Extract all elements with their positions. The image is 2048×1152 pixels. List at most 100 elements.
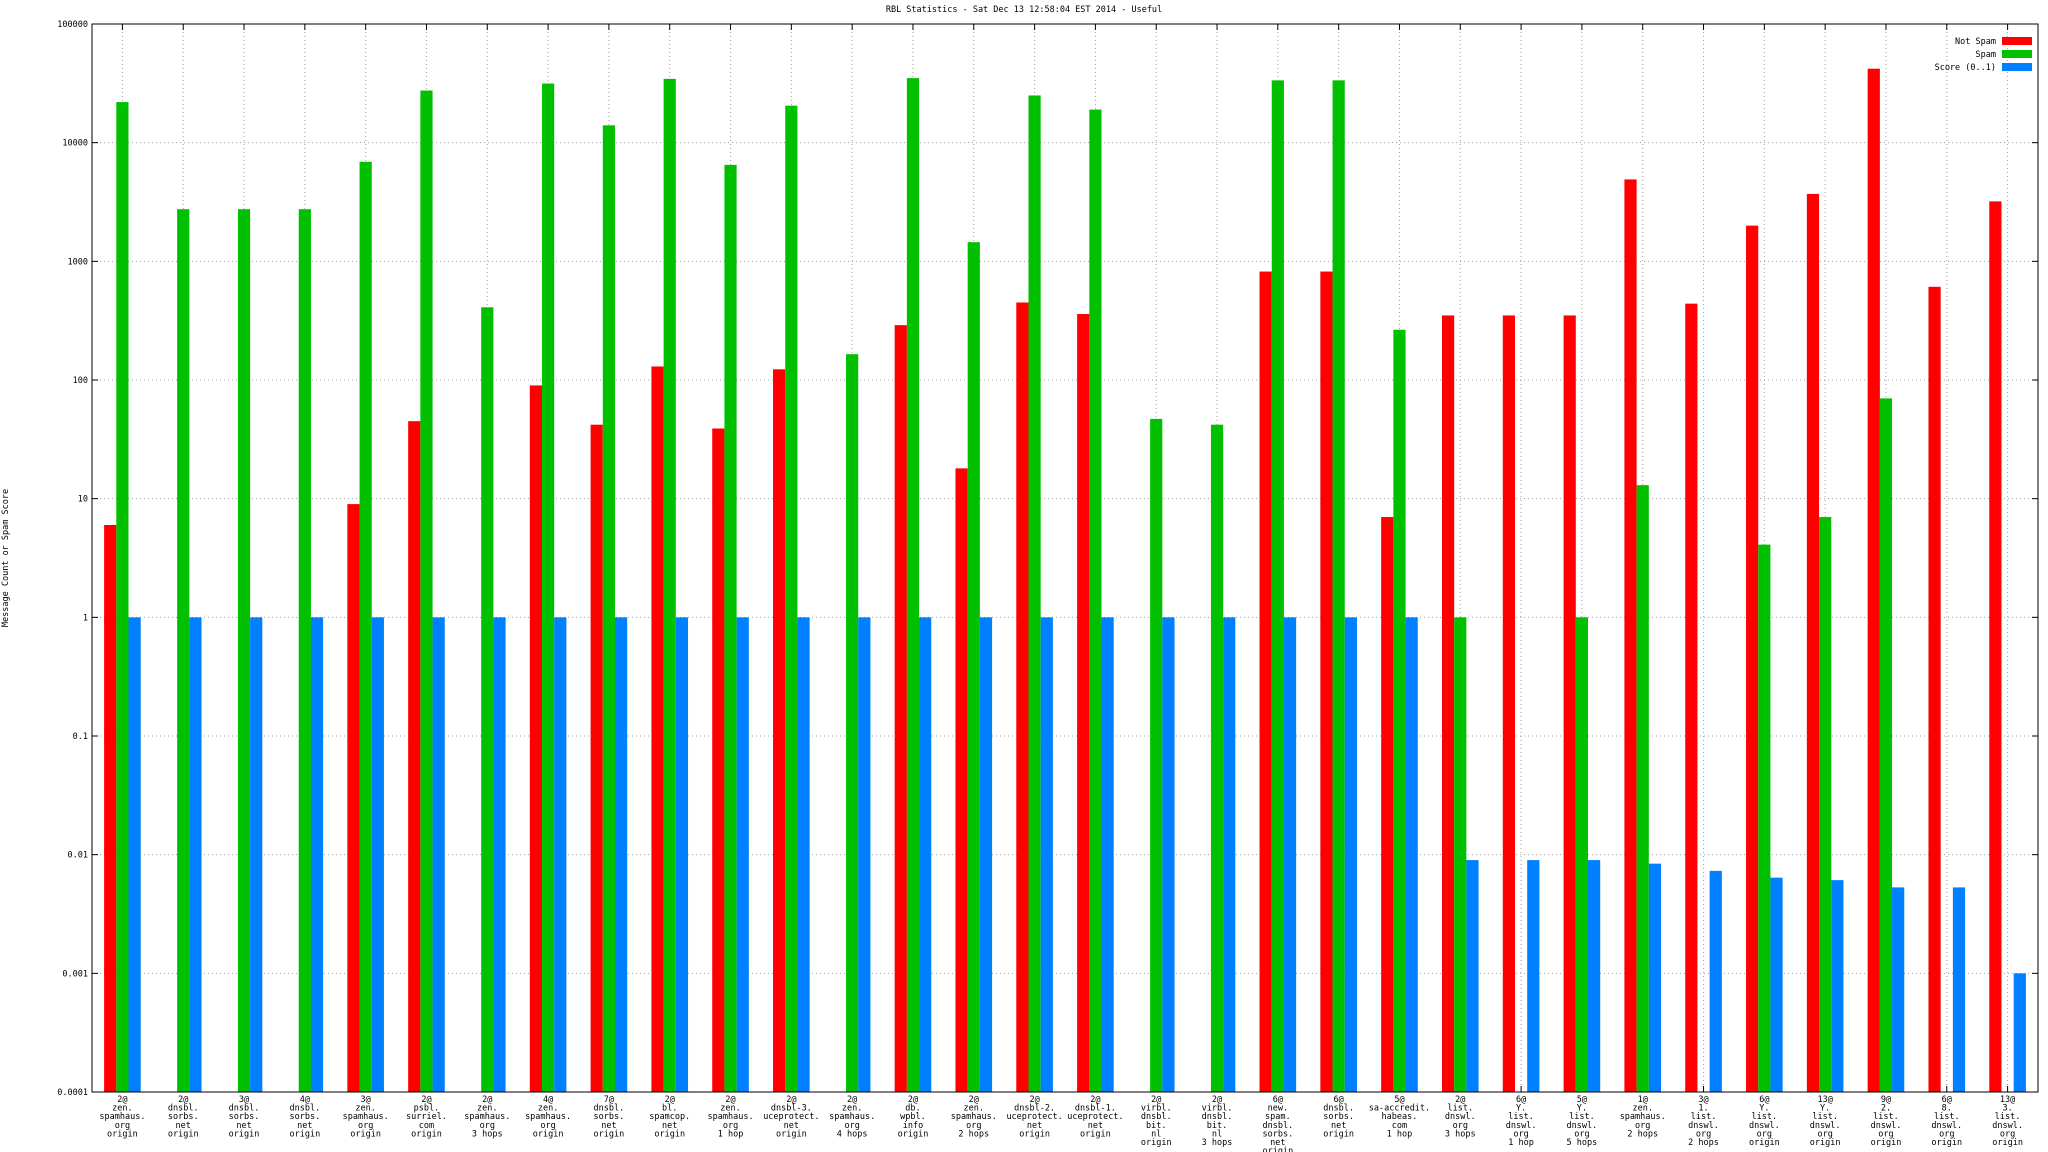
x-tick-label-line: spamhaus. — [708, 1112, 754, 1122]
bar — [1259, 271, 1272, 1092]
x-tick-label-line: origin — [776, 1129, 807, 1139]
bar — [1223, 617, 1236, 1092]
x-tick-label: 3@ 1. list. dnswl. org 2 hops — [1688, 1095, 1719, 1148]
x-tick-label-line: origin — [1992, 1138, 2023, 1148]
x-tick-label: 2@ zen. spamhaus. org 1 hop — [708, 1095, 754, 1139]
bar — [1210, 424, 1224, 1092]
bar — [1271, 80, 1284, 1093]
x-tick-label: 5@ sa-accredit. habeas. com 1 hop — [1369, 1095, 1430, 1139]
bar — [420, 90, 433, 1092]
x-tick-label-line: net — [601, 1121, 616, 1131]
x-tick-label: 2@ db. wpbl. info origin — [898, 1095, 929, 1139]
x-tick-label-line: 9@ — [1881, 1095, 1891, 1105]
x-tick-label-line: dnsbl. — [594, 1104, 625, 1114]
x-tick-label-line: origin — [411, 1129, 442, 1139]
x-tick-label-line: org — [480, 1121, 495, 1131]
x-tick-label-line: uceprotect. — [763, 1112, 819, 1122]
x-tick-label-line: dnsbl. — [1141, 1112, 1172, 1122]
x-tick-label-line: origin — [1871, 1138, 1902, 1148]
bar — [408, 421, 421, 1093]
x-tick-label-line: dnswl. — [1567, 1121, 1598, 1131]
bar — [1502, 315, 1515, 1092]
x-tick-label-line: Y. — [1577, 1104, 1587, 1114]
bar — [541, 83, 555, 1092]
x-tick-label-line: sorbs. — [168, 1112, 199, 1122]
bar — [128, 617, 141, 1092]
bar — [310, 617, 324, 1092]
bar — [1831, 880, 1844, 1092]
bar — [1454, 617, 1467, 1092]
x-tick-label-line: dnswl. — [1445, 1112, 1476, 1122]
bar — [773, 369, 786, 1092]
x-tick-label-line: 13@ — [1817, 1095, 1832, 1105]
bar — [250, 617, 263, 1092]
x-tick-label-line: net — [236, 1121, 251, 1131]
x-tick-label-line: org — [1878, 1129, 1893, 1139]
x-tick-label-line: org — [1574, 1129, 1589, 1139]
bar — [1989, 201, 2002, 1093]
x-tick-label-line: zen. — [355, 1104, 375, 1114]
x-tick-label-line: dnswl. — [1871, 1121, 1902, 1131]
x-tick-label-line: dnsbl. — [289, 1104, 320, 1114]
x-tick-label-line: org — [1817, 1129, 1832, 1139]
x-tick-label: 6@ Y. list. dnswl. org origin — [1749, 1095, 1780, 1148]
x-tick-label-line: 2@ — [1212, 1095, 1222, 1105]
x-tick-label-line: 6@ — [1516, 1095, 1526, 1105]
y-tick-label: 1000 — [68, 257, 88, 267]
x-tick-label-line: origin — [1323, 1129, 1354, 1139]
x-tick-label-line: spamhaus. — [525, 1112, 571, 1122]
x-tick-label-line: dnswl. — [1688, 1121, 1719, 1131]
x-tick-label-line: 13@ — [2000, 1095, 2015, 1105]
x-tick-label-line: zen. — [538, 1104, 558, 1114]
x-tick-label-line: net — [1270, 1138, 1285, 1148]
x-tick-label-line: 2@ — [1455, 1095, 1465, 1105]
x-tick-label-line: 5@ — [1394, 1095, 1404, 1105]
legend-label: Spam — [1976, 50, 1996, 60]
x-tick-label-line: sorbs. — [229, 1112, 260, 1122]
x-tick-label: 2@ zen. spamhaus. org origin — [99, 1095, 145, 1139]
x-tick-label-line: 1 hop — [718, 1129, 744, 1139]
legend-swatch — [2002, 37, 2032, 45]
x-tick-label: 2@ virbl. dnsbl. bit. nl origin — [1141, 1095, 1172, 1148]
bar — [1028, 95, 1041, 1092]
x-tick-label-line: virbl. — [1202, 1104, 1233, 1114]
x-tick-label: 4@ dnsbl. sorbs. net origin — [289, 1095, 320, 1139]
x-tick-label-line: com — [1392, 1121, 1407, 1131]
bar — [481, 307, 494, 1093]
bar — [554, 617, 567, 1092]
legend-swatch — [2002, 50, 2032, 58]
x-tick-label-line: spamcop. — [649, 1112, 690, 1122]
y-tick-label: 100000 — [57, 20, 88, 30]
x-tick-label-line: 3. — [2002, 1104, 2012, 1114]
x-tick-label-line: 2@ — [1151, 1095, 1161, 1105]
bar — [177, 209, 190, 1092]
bar — [2013, 973, 2026, 1092]
bar — [1089, 109, 1102, 1093]
x-tick-label-line: 2@ — [482, 1095, 492, 1105]
x-tick-label: 2@ list. dnswl. org 3 hops — [1445, 1095, 1476, 1139]
bar — [1746, 225, 1759, 1093]
bar — [1332, 80, 1345, 1093]
bar — [1648, 863, 1662, 1092]
x-tick-label-line: list. — [1447, 1104, 1473, 1114]
bar — [104, 524, 117, 1092]
bar — [1016, 302, 1029, 1092]
bar — [1283, 617, 1297, 1092]
bar — [1770, 877, 1783, 1092]
x-tick-label-line: list. — [1995, 1112, 2021, 1122]
x-tick-label-line: 4@ — [300, 1095, 310, 1105]
bar — [298, 209, 311, 1092]
x-tick-label-line: spamhaus. — [343, 1112, 389, 1122]
x-tick-label: 6@ 8. list. dnswl. org origin — [1931, 1095, 1962, 1148]
x-tick-label-line: info — [903, 1121, 923, 1131]
x-tick-label-line: spam. — [1265, 1112, 1291, 1122]
bar — [1806, 193, 1820, 1092]
x-tick-label-line: origin — [1931, 1138, 1962, 1148]
x-tick-label-line: spamhaus. — [99, 1112, 145, 1122]
bar — [189, 617, 202, 1092]
x-tick-label-line: bit. — [1207, 1121, 1227, 1131]
bar — [1575, 617, 1589, 1092]
x-tick-label-line: 1 hop — [1508, 1138, 1534, 1148]
x-tick-label-line: 6@ — [1273, 1095, 1283, 1105]
bar — [602, 125, 616, 1092]
